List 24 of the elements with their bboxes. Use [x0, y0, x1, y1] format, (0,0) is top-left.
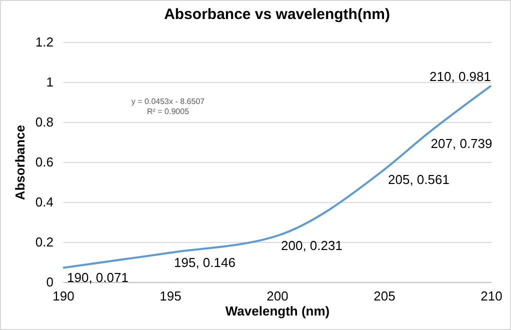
data-label: 190, 0.071	[67, 270, 128, 285]
y-axis-title: Absorbance	[12, 124, 28, 200]
data-label: 207, 0.739	[430, 136, 492, 152]
chart-title: Absorbance vs wavelength(nm)	[164, 6, 390, 23]
y-tick-label: 0.4	[35, 194, 54, 210]
line-series	[62, 84, 492, 269]
x-tick-label: 200	[266, 288, 288, 304]
annotation: R² = 0.9005	[146, 107, 190, 116]
y-tick-label: 0.8	[35, 114, 54, 130]
x-tick-label: 205	[374, 288, 396, 304]
y-tick-label: 0.2	[35, 234, 54, 250]
data-label: 200, 0.231	[281, 238, 342, 253]
data-label: 195, 0.146	[174, 254, 236, 270]
x-tick-label: 210	[480, 288, 502, 304]
data-label: 210, 0.981	[430, 68, 491, 84]
data-label: 205, 0.561	[388, 172, 450, 187]
y-tick-label: 1.2	[35, 34, 54, 50]
y-tick-label: 0	[46, 274, 54, 290]
y-tick-label: 1	[46, 74, 54, 90]
y-tick-label: 0.6	[35, 154, 54, 170]
x-axis-title: Wavelength (nm)	[225, 304, 330, 318]
x-tick-label: 195	[160, 288, 182, 304]
x-tick-label: 190	[52, 288, 74, 304]
annotation: y = 0.0453x - 8.6507	[131, 97, 206, 106]
